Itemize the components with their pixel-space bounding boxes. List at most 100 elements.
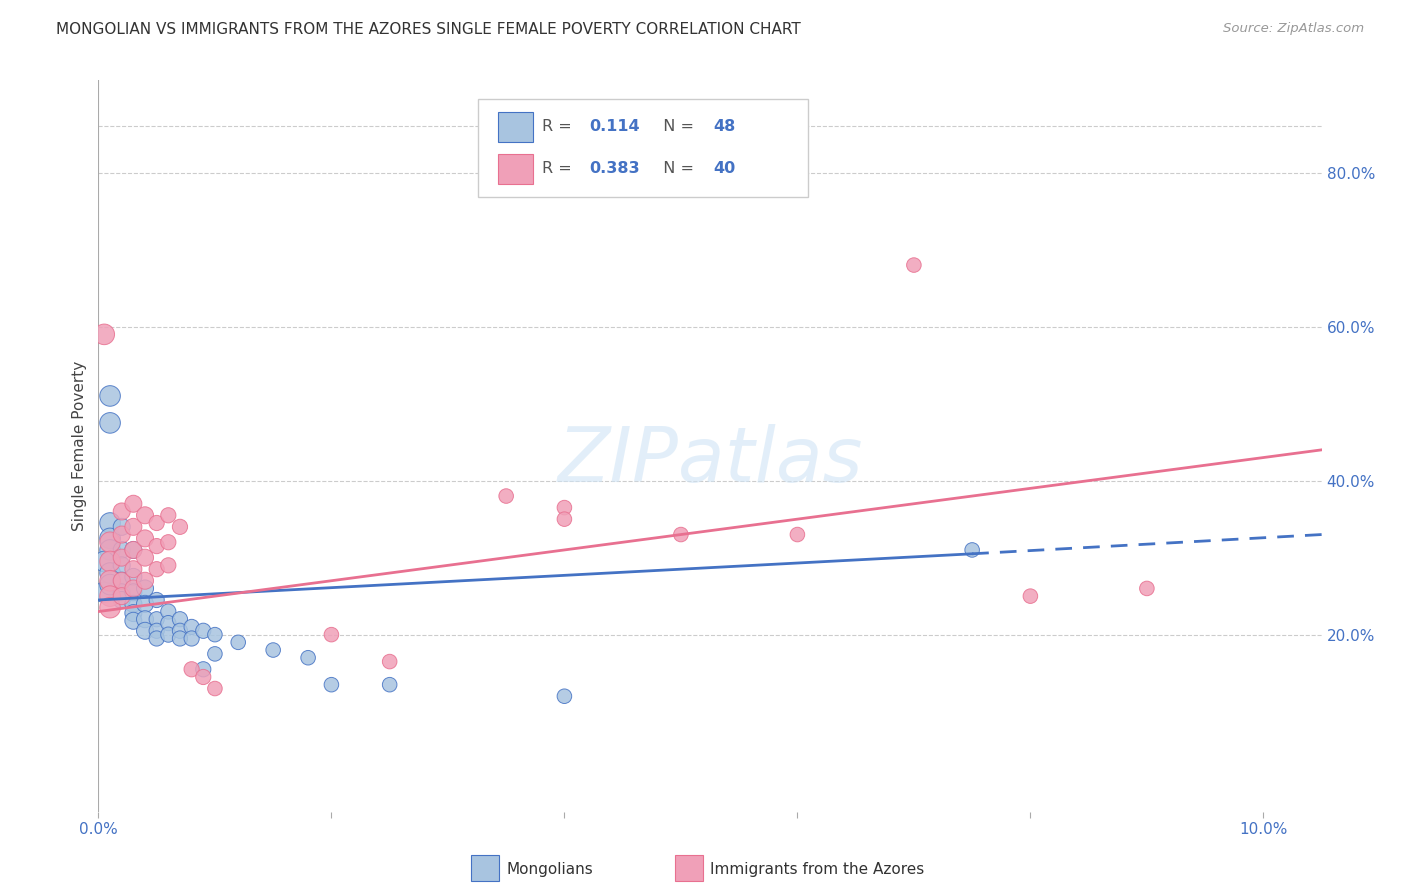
- Text: MONGOLIAN VS IMMIGRANTS FROM THE AZORES SINGLE FEMALE POVERTY CORRELATION CHART: MONGOLIAN VS IMMIGRANTS FROM THE AZORES …: [56, 22, 801, 37]
- Point: [145, 562, 167, 576]
- Point: [180, 620, 202, 634]
- Point: [134, 508, 156, 523]
- Point: [111, 558, 134, 573]
- Point: [134, 597, 156, 611]
- Point: [204, 647, 226, 661]
- Point: [111, 527, 134, 541]
- Point: [321, 627, 343, 641]
- Point: [98, 577, 121, 591]
- Point: [204, 627, 226, 641]
- Point: [193, 662, 215, 676]
- Text: 0.383: 0.383: [589, 161, 640, 177]
- Point: [378, 678, 401, 692]
- Point: [98, 574, 121, 588]
- Point: [145, 632, 167, 646]
- Point: [157, 616, 180, 631]
- Point: [122, 582, 145, 596]
- Point: [960, 543, 983, 558]
- Point: [145, 539, 167, 553]
- Point: [134, 574, 156, 588]
- Point: [193, 624, 215, 638]
- Point: [122, 562, 145, 576]
- Point: [262, 643, 284, 657]
- Point: [378, 655, 401, 669]
- Point: [111, 574, 134, 588]
- Y-axis label: Single Female Poverty: Single Female Poverty: [72, 361, 87, 531]
- Point: [122, 497, 145, 511]
- Point: [122, 520, 145, 534]
- Text: N =: N =: [652, 120, 699, 135]
- Point: [134, 624, 156, 638]
- Point: [169, 612, 191, 626]
- Point: [111, 574, 134, 588]
- Point: [157, 627, 180, 641]
- Point: [193, 670, 215, 684]
- Point: [157, 605, 180, 619]
- Point: [157, 535, 180, 549]
- Point: [134, 612, 156, 626]
- Point: [98, 389, 121, 403]
- Point: [93, 554, 115, 568]
- Point: [297, 650, 319, 665]
- Point: [122, 597, 145, 611]
- Point: [98, 600, 121, 615]
- Point: [98, 554, 121, 568]
- Point: [180, 632, 202, 646]
- Point: [111, 520, 134, 534]
- Point: [98, 516, 121, 530]
- Point: [145, 593, 167, 607]
- Point: [145, 612, 167, 626]
- Point: [122, 585, 145, 599]
- Point: [93, 327, 115, 342]
- FancyBboxPatch shape: [478, 99, 808, 197]
- Text: Immigrants from the Azores: Immigrants from the Azores: [710, 863, 924, 877]
- Point: [169, 624, 191, 638]
- Point: [786, 527, 808, 541]
- Point: [180, 662, 202, 676]
- Text: R =: R =: [543, 161, 578, 177]
- Point: [204, 681, 226, 696]
- Point: [553, 690, 575, 704]
- Point: [98, 566, 121, 580]
- Text: Mongolians: Mongolians: [506, 863, 593, 877]
- Point: [145, 624, 167, 638]
- Point: [169, 632, 191, 646]
- Point: [98, 532, 121, 546]
- FancyBboxPatch shape: [498, 153, 533, 185]
- Point: [321, 678, 343, 692]
- Text: R =: R =: [543, 120, 578, 135]
- Point: [111, 585, 134, 599]
- Point: [169, 520, 191, 534]
- Point: [226, 635, 249, 649]
- Point: [98, 535, 121, 549]
- Point: [1019, 589, 1042, 603]
- Point: [134, 582, 156, 596]
- Point: [145, 516, 167, 530]
- Point: [122, 606, 145, 620]
- Text: Source: ZipAtlas.com: Source: ZipAtlas.com: [1223, 22, 1364, 36]
- Point: [134, 532, 156, 546]
- Point: [111, 504, 134, 518]
- Text: ZIPatlas: ZIPatlas: [557, 424, 863, 498]
- Point: [111, 593, 134, 607]
- Point: [122, 543, 145, 558]
- Text: N =: N =: [652, 161, 699, 177]
- Point: [157, 508, 180, 523]
- Point: [122, 614, 145, 628]
- Point: [111, 550, 134, 565]
- Point: [98, 589, 121, 603]
- Point: [903, 258, 925, 272]
- Point: [134, 550, 156, 565]
- FancyBboxPatch shape: [498, 112, 533, 142]
- Point: [553, 500, 575, 515]
- Point: [669, 527, 692, 541]
- Point: [553, 512, 575, 526]
- Text: 48: 48: [714, 120, 735, 135]
- Point: [111, 589, 134, 603]
- Text: 40: 40: [714, 161, 735, 177]
- Point: [157, 558, 180, 573]
- Point: [93, 585, 115, 599]
- Point: [98, 543, 121, 558]
- Point: [98, 416, 121, 430]
- Point: [1136, 582, 1159, 596]
